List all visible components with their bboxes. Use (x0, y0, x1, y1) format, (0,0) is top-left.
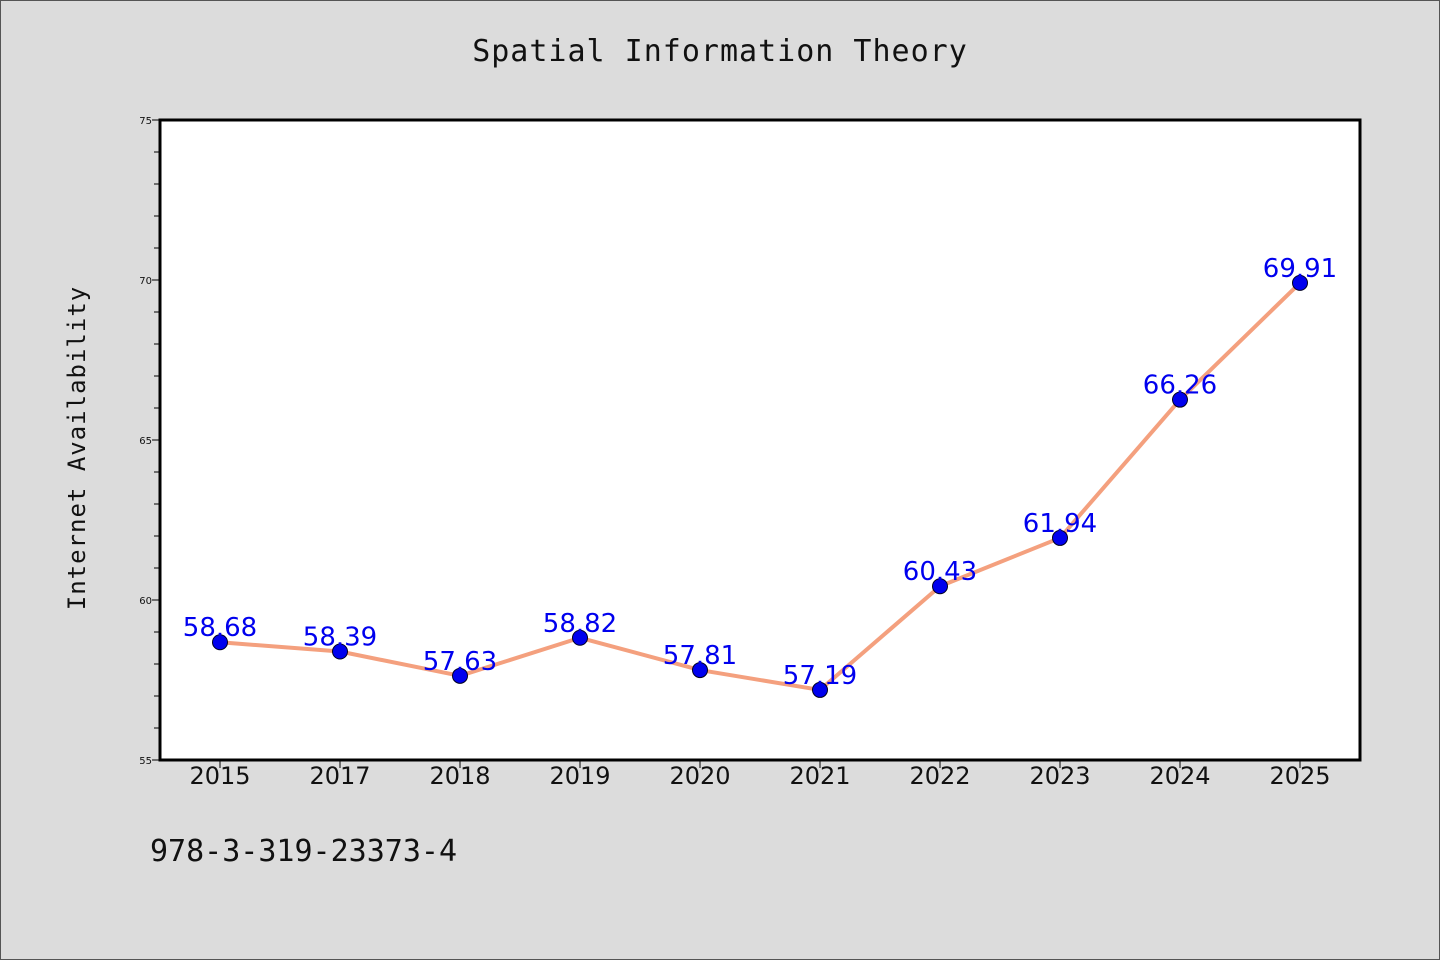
x-tick-label: 2025 (1269, 762, 1330, 790)
x-tick-label: 2023 (1029, 762, 1090, 790)
y-axis-ticks: 55 60 65 70 75 (139, 116, 160, 767)
data-label: 57.63 (423, 647, 497, 677)
data-labels: 58.68 58.39 57.63 58.82 57.81 57.19 60.43 61.94… (183, 254, 1337, 691)
x-tick-label: 2022 (909, 762, 970, 790)
data-point (812, 681, 828, 698)
y-tick-label: 60 (139, 596, 152, 607)
data-label: 66.26 (1143, 371, 1217, 401)
isbn-text: 978-3-319-23373-4 (150, 834, 458, 869)
x-tick-label: 2019 (549, 762, 610, 790)
plot-area (158, 118, 1362, 762)
y-tick-label: 70 (139, 276, 152, 287)
x-tick-label: 2024 (1149, 762, 1210, 790)
x-tick-label: 2015 (189, 762, 250, 790)
data-label: 60.43 (903, 557, 977, 587)
data-label: 57.19 (783, 661, 857, 691)
series-line (219, 281, 1302, 692)
y-tick-label: 55 (139, 756, 152, 767)
x-axis-ticks: 2015 2017 2018 2019 2020 2021 2022 2023 2024 2025 (189, 760, 1331, 790)
data-point (1292, 274, 1308, 291)
data-point (1052, 529, 1068, 546)
x-tick-label: 2018 (429, 762, 490, 790)
data-points (212, 274, 1308, 698)
y-tick-label: 65 (139, 436, 152, 447)
x-tick-label: 2017 (309, 762, 370, 790)
data-label: 69.91 (1263, 254, 1337, 284)
x-tick-label: 2021 (789, 762, 850, 790)
data-label: 58.68 (183, 613, 257, 643)
data-label: 61.94 (1023, 509, 1097, 539)
data-label: 58.82 (543, 609, 617, 639)
data-point (332, 643, 348, 660)
data-point (212, 634, 228, 651)
chart-title: Spatial Information Theory (472, 34, 968, 69)
data-point (1172, 391, 1188, 408)
data-point (692, 662, 708, 679)
data-label: 57.81 (663, 641, 737, 671)
y-tick-label: 75 (139, 116, 152, 127)
x-tick-label: 2020 (669, 762, 730, 790)
data-point (572, 629, 588, 646)
data-label: 58.39 (303, 623, 377, 653)
data-point (932, 578, 948, 595)
data-point (452, 667, 468, 684)
